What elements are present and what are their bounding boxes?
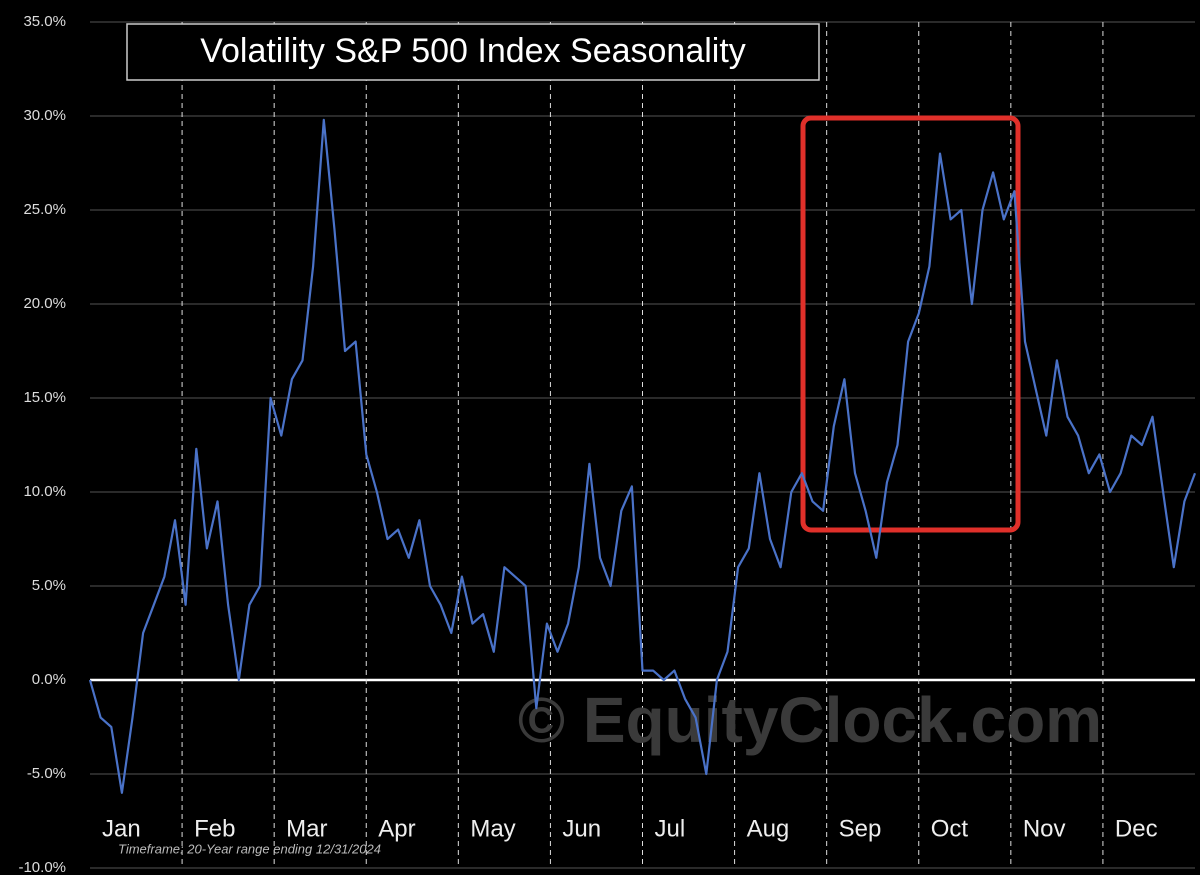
x-tick-label: Sep	[839, 815, 882, 842]
x-tick-label: Feb	[194, 815, 235, 842]
y-tick-label: 25.0%	[23, 201, 66, 218]
title-box	[126, 23, 820, 81]
line-series	[88, 118, 1197, 794]
y-tick-label: -5.0%	[27, 765, 66, 782]
y-tick-label: 10.0%	[23, 483, 66, 500]
y-tick-label: -10.0%	[18, 859, 66, 875]
x-tick-label: May	[470, 815, 515, 842]
chart-title: Volatility S&P 500 Index Seasonality	[200, 32, 746, 70]
x-tick-label: Apr	[378, 815, 415, 842]
y-tick-label: 0.0%	[32, 671, 66, 688]
x-tick-label: Oct	[931, 815, 969, 842]
y-tick-label: 20.0%	[23, 295, 66, 312]
watermark: © EquityClock.com	[518, 684, 1102, 756]
highlight-box	[800, 115, 1021, 533]
y-tick-label: 15.0%	[23, 389, 66, 406]
x-tick-label: Dec	[1115, 815, 1158, 842]
x-tick-label: Aug	[747, 815, 790, 842]
x-tick-label: Jul	[655, 815, 686, 842]
x-tick-label: Jun	[562, 815, 601, 842]
y-tick-label: 30.0%	[23, 107, 66, 124]
y-tick-label: 5.0%	[32, 577, 66, 594]
x-tick-label: Mar	[286, 815, 327, 842]
footnote: Timeframe: 20-Year range ending 12/31/20…	[118, 841, 381, 856]
x-tick-label: Jan	[102, 815, 141, 842]
x-tick-label: Nov	[1023, 815, 1066, 842]
y-tick-label: 35.0%	[23, 13, 66, 30]
